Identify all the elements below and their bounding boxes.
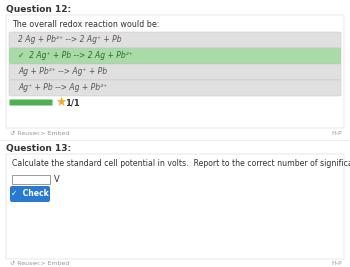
FancyBboxPatch shape [10,186,50,202]
Text: Calculate the standard cell potential in volts.  Report to the correct number of: Calculate the standard cell potential in… [12,159,350,168]
Text: V: V [54,175,60,184]
Text: Ag⁺ + Pb --> Ag + Pb²⁺: Ag⁺ + Pb --> Ag + Pb²⁺ [18,84,107,92]
FancyBboxPatch shape [9,32,341,48]
Text: Question 12:: Question 12: [6,5,71,14]
Text: ↺ Reuse: ↺ Reuse [10,261,36,266]
Text: ✓  Check: ✓ Check [11,190,49,198]
Text: <> Embed: <> Embed [35,131,69,136]
FancyBboxPatch shape [9,100,52,105]
Text: The overall redox reaction would be:: The overall redox reaction would be: [12,20,160,29]
Text: ✓  2 Ag⁺ + Pb --> 2 Ag + Pb²⁺: ✓ 2 Ag⁺ + Pb --> 2 Ag + Pb²⁺ [18,52,133,61]
FancyBboxPatch shape [9,64,341,80]
Text: Question 13:: Question 13: [6,144,71,153]
FancyBboxPatch shape [6,154,344,259]
FancyBboxPatch shape [9,48,341,64]
Text: H-P: H-P [331,131,342,136]
Bar [12,175,50,184]
FancyBboxPatch shape [9,80,341,96]
Text: 1/1: 1/1 [65,98,80,107]
Text: 2 Ag + Pb²⁺ --> 2 Ag⁺ + Pb: 2 Ag + Pb²⁺ --> 2 Ag⁺ + Pb [18,36,122,45]
Text: H-P: H-P [331,261,342,266]
Text: <> Embed: <> Embed [35,261,69,266]
Text: ★: ★ [55,96,66,109]
Text: Ag + Pb²⁺ --> Ag⁺ + Pb: Ag + Pb²⁺ --> Ag⁺ + Pb [18,68,107,77]
Text: ↺ Reuse: ↺ Reuse [10,131,36,136]
FancyBboxPatch shape [6,15,344,128]
